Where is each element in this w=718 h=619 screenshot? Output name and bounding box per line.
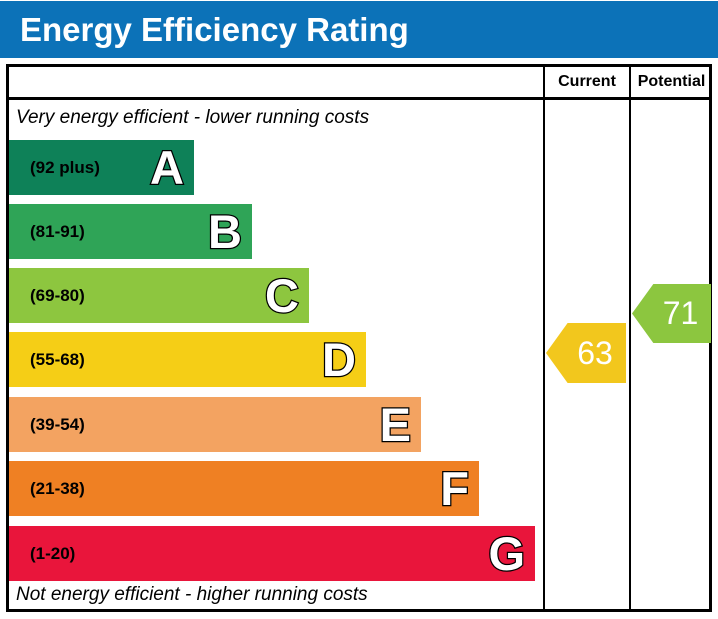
band-d-letter: D: [321, 333, 357, 386]
band-c-range: (69-80): [30, 285, 85, 305]
band-g-letter: G: [487, 527, 526, 580]
band-a-letter: A: [149, 141, 185, 194]
potential-rating-value: 71: [662, 295, 699, 331]
band-a-range: (92 plus): [30, 157, 100, 177]
header-divider-line: [6, 97, 712, 100]
band-e-range: (39-54): [30, 414, 85, 434]
band-b: (81-91) B: [9, 204, 252, 259]
band-e-letter: E: [378, 398, 412, 451]
band-g-range: (1-20): [30, 543, 76, 563]
current-rating-value: 63: [577, 334, 613, 371]
potential-column-divider: [629, 64, 631, 612]
current-column-divider: [543, 64, 545, 612]
title-bar: Energy Efficiency Rating: [0, 1, 718, 58]
band-c-letter: C: [264, 269, 300, 322]
band-b-letter: B: [207, 205, 243, 258]
band-a: (92 plus) A: [9, 140, 194, 195]
band-d-range: (55-68): [30, 349, 85, 369]
caption-very-efficient: Very energy efficient - lower running co…: [16, 107, 370, 128]
band-f: (21-38) F: [9, 461, 479, 516]
band-g: (1-20) G: [9, 526, 535, 581]
caption-not-efficient: Not energy efficient - higher running co…: [16, 584, 368, 605]
column-header-potential: Potential: [637, 73, 706, 90]
band-e: (39-54) E: [9, 397, 421, 452]
band-d: (55-68) D: [9, 332, 366, 387]
band-f-letter: F: [439, 462, 470, 515]
band-f-range: (21-38): [30, 478, 85, 498]
band-b-range: (81-91): [30, 221, 85, 241]
column-header-current: Current: [558, 73, 616, 90]
page-title: Energy Efficiency Rating: [20, 10, 409, 48]
band-c: (69-80) C: [9, 268, 309, 323]
